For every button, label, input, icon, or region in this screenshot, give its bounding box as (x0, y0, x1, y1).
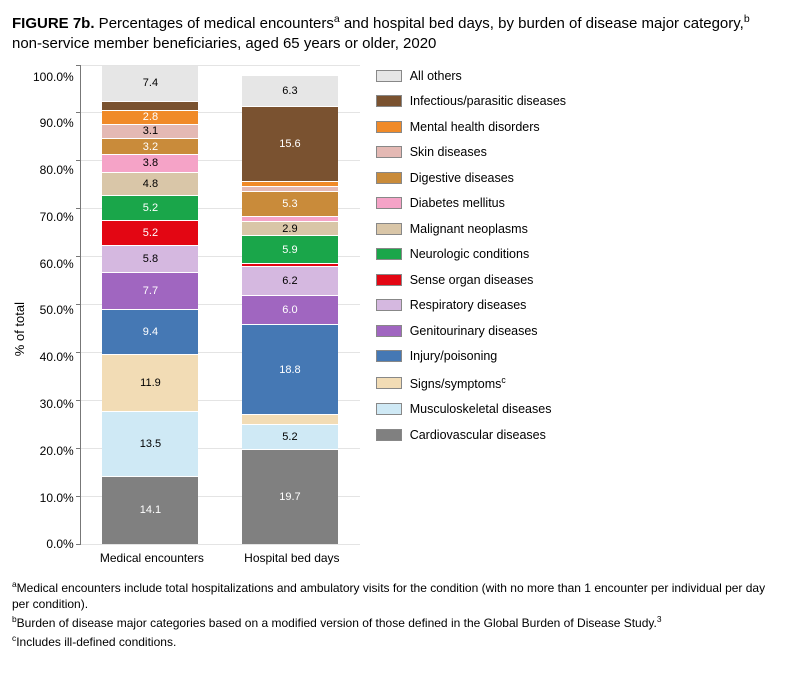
y-tick: 0.0% (33, 538, 74, 550)
bar: 19.75.2 18.86.06.2 5.92.9 5.3 15.66.3 (242, 65, 338, 544)
legend-label: Cardiovascular diseases (410, 428, 546, 442)
legend-item-digest: Digestive diseases (376, 171, 566, 185)
legend-label: Malignant neoplasms (410, 222, 528, 236)
y-tick: 10.0% (33, 492, 74, 504)
segment-other: 6.3 (242, 76, 338, 106)
legend-swatch (376, 197, 402, 209)
y-tick: 80.0% (33, 164, 74, 176)
legend-item-cardio: Cardiovascular diseases (376, 428, 566, 442)
legend-label: Neurologic conditions (410, 247, 530, 261)
legend-item-signs: Signs/symptomsc (376, 375, 566, 391)
segment-mental: 2.8 (102, 110, 198, 123)
figure-title: FIGURE 7b. Percentages of medical encoun… (12, 12, 775, 55)
legend-label: Injury/poisoning (410, 349, 498, 363)
gridline (81, 544, 360, 545)
legend-swatch (376, 299, 402, 311)
segment-neuro: 5.2 (102, 195, 198, 220)
segment-other: 7.4 (102, 66, 198, 101)
segment-neuro: 5.9 (242, 235, 338, 263)
segment-injury: 9.4 (102, 309, 198, 354)
legend-label: Digestive diseases (410, 171, 514, 185)
legend-label: Genitourinary diseases (410, 324, 538, 338)
segment-infect (102, 101, 198, 110)
legend-item-infect: Infectious/parasitic diseases (376, 94, 566, 108)
x-axis-labels: Medical encounters Hospital bed days (80, 545, 360, 565)
legend-swatch (376, 248, 402, 260)
y-axis-ticks: 100.0% 90.0% 80.0% 70.0% 60.0% 50.0% 40.0% 30.0… (33, 65, 80, 545)
y-axis-label: % of total (12, 272, 27, 356)
y-tick: 90.0% (33, 117, 74, 129)
x-label: Medical encounters (100, 551, 204, 565)
title-prefix: FIGURE 7b. (12, 15, 95, 32)
footnotes: aMedical encounters include total hospit… (12, 579, 775, 651)
segment-genito: 6.0 (242, 295, 338, 324)
legend-swatch (376, 274, 402, 286)
legend-item-injury: Injury/poisoning (376, 349, 566, 363)
segment-musculo: 13.5 (102, 411, 198, 476)
x-label: Hospital bed days (244, 551, 339, 565)
legend-label: Mental health disorders (410, 120, 540, 134)
segment-infect: 15.6 (242, 106, 338, 181)
legend-swatch (376, 172, 402, 184)
segment-resp: 6.2 (242, 266, 338, 296)
legend-swatch (376, 121, 402, 133)
y-tick: 50.0% (33, 304, 74, 316)
segment-signs: 11.9 (102, 354, 198, 411)
legend-item-musculo: Musculoskeletal diseases (376, 402, 566, 416)
y-tick: 100.0% (33, 71, 74, 83)
y-tick: 60.0% (33, 258, 74, 270)
segment-digest: 3.2 (102, 138, 198, 153)
segment-cardio: 14.1 (102, 476, 198, 544)
legend-item-malig: Malignant neoplasms (376, 222, 566, 236)
segment-sense: 5.2 (102, 220, 198, 245)
segment-malig: 4.8 (102, 172, 198, 195)
legend-item-diab: Diabetes mellitus (376, 196, 566, 210)
legend-label: Skin diseases (410, 145, 487, 159)
segment-injury: 18.8 (242, 324, 338, 414)
legend-swatch (376, 223, 402, 235)
segment-resp: 5.8 (102, 245, 198, 273)
legend-item-neuro: Neurologic conditions (376, 247, 566, 261)
legend-swatch (376, 403, 402, 415)
legend-swatch (376, 429, 402, 441)
legend-swatch (376, 350, 402, 362)
segment-signs (242, 414, 338, 424)
y-tick: 30.0% (33, 398, 74, 410)
legend-label: Musculoskeletal diseases (410, 402, 552, 416)
legend-swatch (376, 146, 402, 158)
segment-cardio: 19.7 (242, 449, 338, 543)
bar: 14.113.511.99.47.75.85.25.24.83.83.23.12… (102, 65, 198, 544)
legend-label: Diabetes mellitus (410, 196, 505, 210)
legend-label: All others (410, 69, 462, 83)
segment-malig: 2.9 (242, 221, 338, 235)
legend-item-other: All others (376, 69, 566, 83)
y-tick: 20.0% (33, 445, 74, 457)
legend-label: Signs/symptomsc (410, 375, 506, 391)
legend-swatch (376, 70, 402, 82)
legend-label: Respiratory diseases (410, 298, 527, 312)
segment-digest: 5.3 (242, 191, 338, 216)
legend-swatch (376, 325, 402, 337)
legend-item-genito: Genitourinary diseases (376, 324, 566, 338)
segment-skin: 3.1 (102, 124, 198, 139)
segment-diab: 3.8 (102, 154, 198, 172)
legend-item-sense: Sense organ diseases (376, 273, 566, 287)
legend-swatch (376, 95, 402, 107)
plot-area: 14.113.511.99.47.75.85.25.24.83.83.23.12… (80, 65, 360, 545)
chart-area: % of total 100.0% 90.0% 80.0% 70.0% 60.0% 50.… (12, 65, 775, 565)
y-tick: 40.0% (33, 351, 74, 363)
y-tick: 70.0% (33, 211, 74, 223)
legend-item-mental: Mental health disorders (376, 120, 566, 134)
legend-item-resp: Respiratory diseases (376, 298, 566, 312)
legend-swatch (376, 377, 402, 389)
legend-label: Sense organ diseases (410, 273, 534, 287)
legend: All others Infectious/parasitic diseases M… (376, 65, 566, 454)
legend-item-skin: Skin diseases (376, 145, 566, 159)
segment-genito: 7.7 (102, 272, 198, 309)
segment-musculo: 5.2 (242, 424, 338, 449)
legend-label: Infectious/parasitic diseases (410, 94, 566, 108)
